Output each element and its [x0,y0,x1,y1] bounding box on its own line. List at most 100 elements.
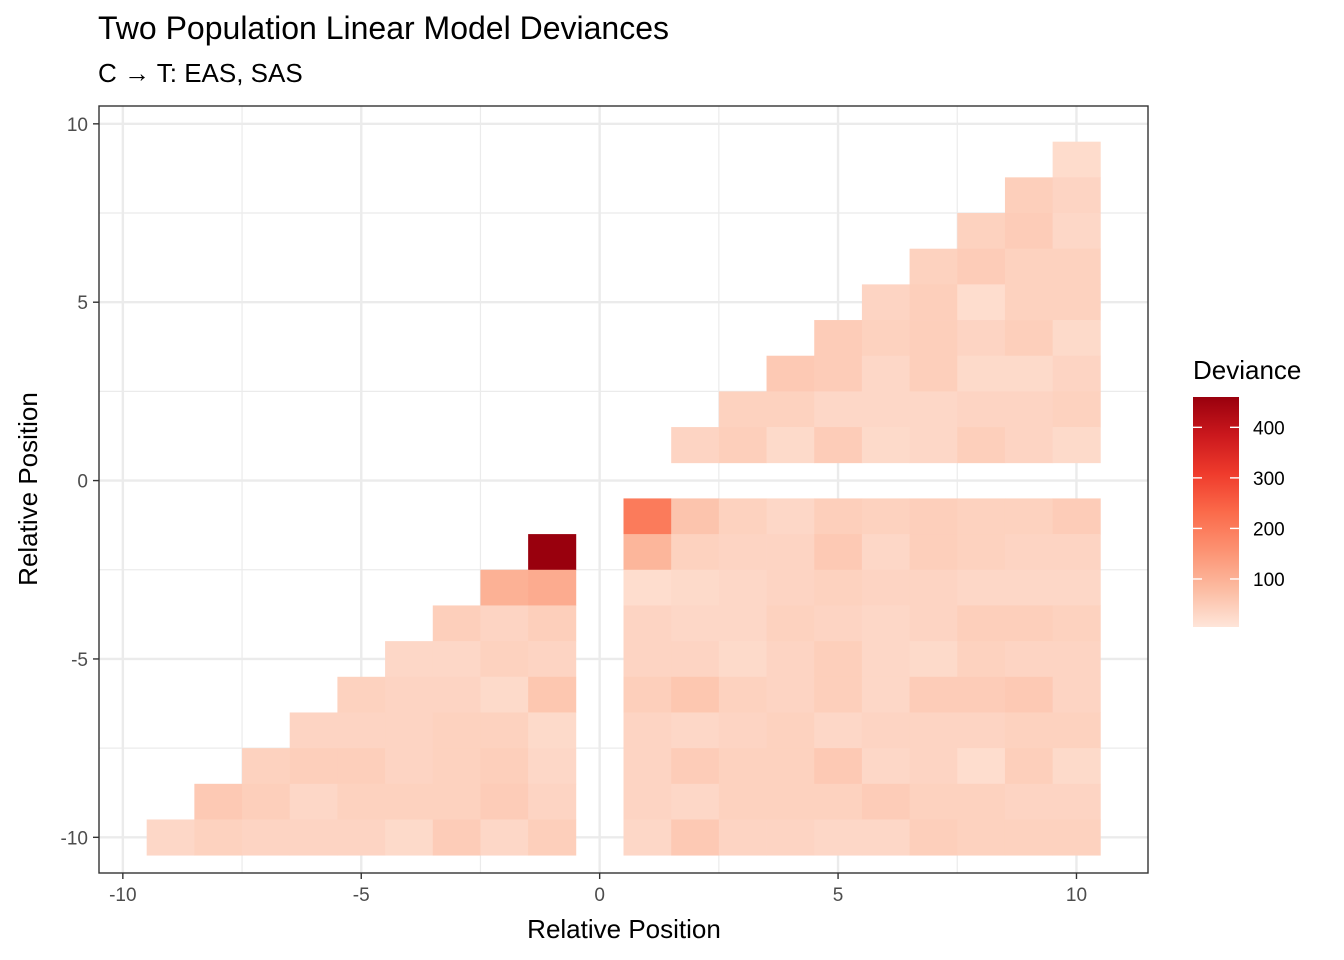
heatmap-tile [861,676,910,713]
heatmap-tile [861,783,910,820]
heatmap-tile [480,712,529,749]
heatmap-tile [718,605,767,642]
heatmap-tile [1004,605,1054,642]
heatmap-tile [1052,141,1101,178]
heatmap-tile [528,748,577,785]
heatmap-tile [909,427,958,464]
heatmap-tile [194,783,243,820]
heatmap-tile [480,605,529,642]
heatmap-tile [861,427,910,464]
heatmap-tile [1052,391,1101,428]
x-axis: -10 -5 0 5 10 [109,873,1087,906]
heatmap-tile [242,748,291,785]
heatmap-tile [1052,248,1101,285]
heatmap-tile [1052,177,1101,214]
heatmap-tile [671,498,720,535]
heatmap-tile [385,641,434,678]
x-tick-label: -10 [109,885,136,906]
heatmap-tile [385,712,434,749]
heatmap-tile [1052,783,1101,820]
legend-break-label: 100 [1253,570,1285,591]
y-tick-label: -10 [61,828,88,849]
heatmap-tile [718,712,767,749]
heatmap-tile [623,676,672,713]
heatmap-tile [718,676,767,713]
heatmap-tile [718,534,767,571]
heatmap-tile [1052,819,1101,856]
x-axis-title: Relative Position [527,914,721,944]
heatmap-tile [909,355,958,392]
heatmap-tile [623,641,672,678]
heatmap-tile [1004,534,1054,571]
heatmap-tile [718,783,767,820]
heatmap-tile [1004,498,1054,535]
heatmap-tile [814,427,863,464]
heatmap-tile [957,213,1006,250]
heatmap-tile [718,569,767,606]
heatmap-tile [623,534,672,571]
heatmap-tile [671,641,720,678]
heatmap-tile [337,819,386,856]
heatmap-tile [766,534,815,571]
heatmap-tile [671,569,720,606]
heatmap-tile [814,534,863,571]
heatmap-tile [194,819,243,856]
heatmap-tile [814,641,863,678]
heatmap-tile [766,712,815,749]
heatmap-tile [1004,320,1054,357]
heatmap-tile [1052,712,1101,749]
heatmap-tile [1052,569,1101,606]
heatmap-tile [1052,534,1101,571]
heatmap-tile [480,748,529,785]
heatmap-tile [1004,712,1054,749]
heatmap-tile [385,819,434,856]
panel-border [98,105,1149,874]
heatmap-tile [528,676,577,713]
heatmap-tile [957,569,1006,606]
heatmap-tile [718,819,767,856]
heatmap-tile [909,748,958,785]
heatmap-tile [814,819,863,856]
heatmap-tile [480,783,529,820]
heatmap-tile [1004,427,1054,464]
heatmap-tile [385,783,434,820]
heatmap-tile [814,498,863,535]
y-axis: -10 -5 0 5 10 [61,115,99,849]
heatmap-tile [528,534,577,571]
heatmap-tile [957,248,1006,285]
heatmap-tile [766,783,815,820]
heatmap-tile [623,712,672,749]
heatmap-tile [814,391,863,428]
y-tick-label: 0 [77,472,88,493]
heatmap-tile [1004,569,1054,606]
heatmap-tile [718,391,767,428]
heatmap-tile [1052,355,1101,392]
heatmap-tile [623,748,672,785]
heatmap-tile [671,748,720,785]
heatmap-tile [1004,355,1054,392]
heatmap-tile [861,534,910,571]
heatmap-tile [671,783,720,820]
heatmap-tile [337,712,386,749]
heatmap-tile [1004,748,1054,785]
heatmap-tile [766,676,815,713]
heatmap-tile [289,819,338,856]
heatmap-tile [718,641,767,678]
heatmap-tile [861,819,910,856]
legend-colorbar [1193,397,1239,627]
heatmap-tile [1004,783,1054,820]
y-tick-label: 10 [67,115,88,136]
heatmap-tile [718,748,767,785]
heatmap-tile [1052,284,1101,321]
heatmap-tile [480,819,529,856]
heatmap-tile [528,783,577,820]
x-tick-label: 5 [833,885,844,906]
heatmap-tile [957,605,1006,642]
heatmap-tile [671,676,720,713]
heatmap-tile [957,391,1006,428]
heatmap-tile [1052,427,1101,464]
y-axis-title: Relative Position [13,392,43,586]
heatmap-tile [623,819,672,856]
heatmap-tile [957,355,1006,392]
